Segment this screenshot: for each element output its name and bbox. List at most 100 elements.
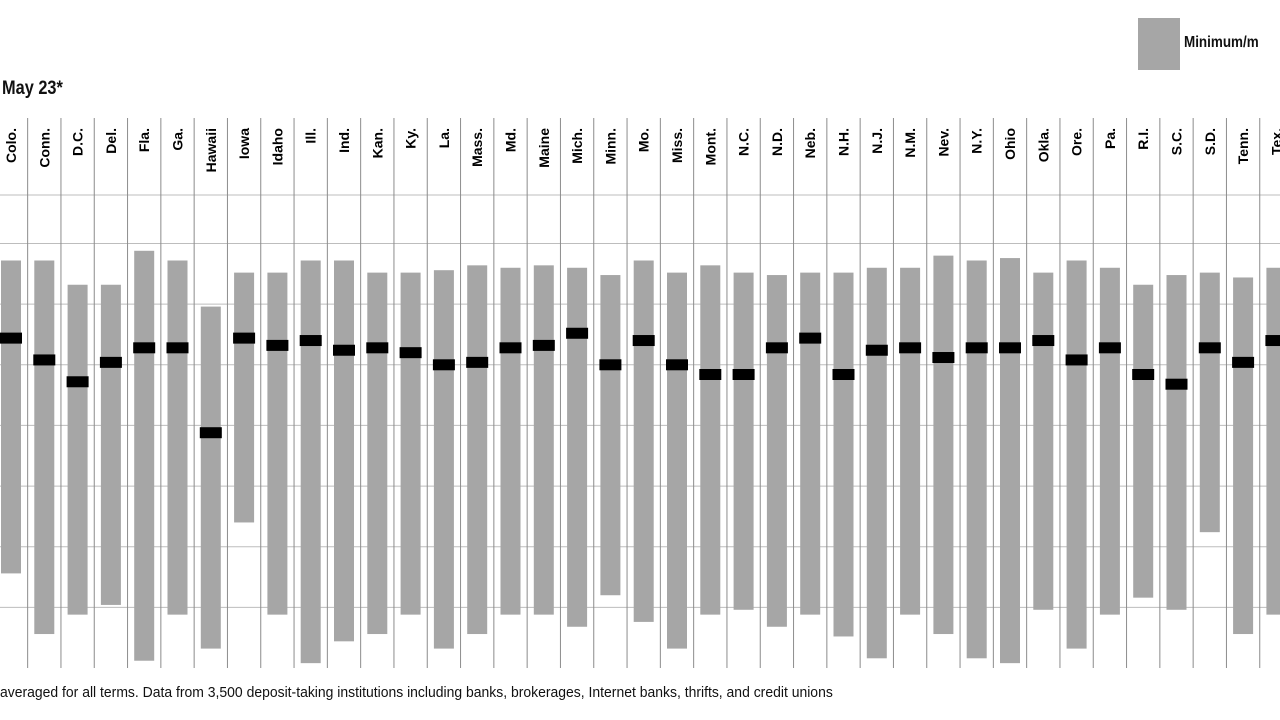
category-label: Idaho (269, 128, 285, 165)
category-label: Tenn. (1235, 128, 1251, 164)
range-bar (1233, 277, 1254, 635)
category-label: N.D. (769, 128, 785, 156)
range-bar (100, 284, 121, 605)
average-marker (799, 332, 822, 344)
chart-subtitle: May 23* (2, 78, 63, 99)
range-bar (433, 270, 454, 649)
range-bar (267, 272, 288, 615)
average-marker (699, 368, 722, 380)
category-label: Maine (536, 128, 552, 168)
average-marker (266, 339, 289, 351)
range-bar (1066, 260, 1087, 649)
category-label: S.D. (1202, 128, 1218, 155)
range-bar (1, 260, 21, 574)
range-bar (334, 260, 354, 642)
range-bar (200, 306, 221, 649)
range-bar (467, 265, 488, 635)
legend: Minimum/m (1138, 18, 1280, 70)
average-marker (532, 339, 555, 351)
average-marker (99, 356, 122, 368)
category-label: Fla. (136, 128, 152, 152)
average-marker (166, 342, 189, 354)
average-marker (299, 335, 322, 347)
average-marker (732, 368, 755, 380)
average-marker (1265, 335, 1280, 347)
range-bar (667, 272, 687, 649)
range-bar (134, 250, 155, 661)
range-bar (1266, 267, 1280, 615)
category-label: N.Y. (969, 128, 985, 154)
range-bar (1166, 275, 1187, 610)
category-label: Tex. (1268, 128, 1280, 155)
average-marker (1165, 378, 1188, 390)
range-bar (400, 272, 421, 615)
average-marker (566, 327, 589, 339)
category-label: N.C. (736, 128, 752, 156)
category-label: Del. (103, 128, 119, 154)
range-bar (833, 272, 854, 637)
range-bar (766, 275, 787, 627)
category-label: R.I. (1135, 128, 1151, 150)
category-label: La. (436, 128, 452, 148)
average-marker (865, 344, 888, 356)
average-marker (1065, 354, 1088, 366)
category-label: Miss. (669, 128, 685, 163)
category-label: Minn. (602, 128, 618, 165)
chart-footnote: averaged for all terms. Data from 3,500 … (0, 684, 833, 701)
average-marker (965, 342, 988, 354)
average-marker (765, 342, 788, 354)
range-bar (966, 260, 987, 659)
average-marker (233, 332, 256, 344)
category-label: Ore. (1069, 128, 1085, 156)
category-label: Kan. (369, 128, 385, 158)
category-label: Hawaii (203, 128, 219, 172)
average-marker (466, 356, 489, 368)
category-label: Mich. (569, 128, 585, 164)
category-label: Mo. (636, 128, 652, 152)
range-bar (1133, 284, 1154, 598)
range-bar (167, 260, 188, 615)
category-label: Colo. (3, 128, 19, 163)
average-marker (1098, 342, 1121, 354)
category-label: Ky. (403, 128, 419, 149)
range-bar (234, 272, 255, 523)
range-bar (1033, 272, 1054, 610)
range-bar (533, 265, 554, 615)
average-marker (1198, 342, 1221, 354)
category-label: S.C. (1169, 128, 1185, 155)
average-marker (1232, 356, 1255, 368)
category-label: N.J. (869, 128, 885, 154)
category-label: Conn. (36, 128, 52, 168)
category-label: Iowa (236, 128, 252, 159)
category-label: Ga. (170, 128, 186, 151)
average-marker (932, 352, 955, 364)
average-marker (366, 342, 389, 354)
average-marker (432, 359, 455, 371)
average-marker (599, 359, 622, 371)
category-label: Neb. (802, 128, 818, 158)
category-label: Okla. (1035, 128, 1051, 162)
range-bar (300, 260, 321, 664)
category-label: D.C. (70, 128, 86, 156)
range-bar (34, 260, 55, 635)
average-marker (832, 368, 855, 380)
average-marker (1032, 335, 1055, 347)
range-bar (567, 267, 588, 627)
range-bar (367, 272, 388, 635)
range-bar (1199, 272, 1220, 533)
range-bar (900, 267, 921, 615)
range-bar (500, 267, 521, 615)
average-marker (1132, 368, 1155, 380)
average-marker (632, 335, 655, 347)
legend-swatch (1138, 18, 1180, 70)
average-marker (899, 342, 922, 354)
range-bar (600, 275, 621, 596)
average-marker (399, 347, 422, 359)
category-label: Mass. (469, 128, 485, 167)
range-bar (1000, 258, 1020, 664)
range-bar (700, 265, 721, 615)
category-label: Pa. (1102, 128, 1118, 149)
category-label: Ohio (1002, 128, 1018, 160)
